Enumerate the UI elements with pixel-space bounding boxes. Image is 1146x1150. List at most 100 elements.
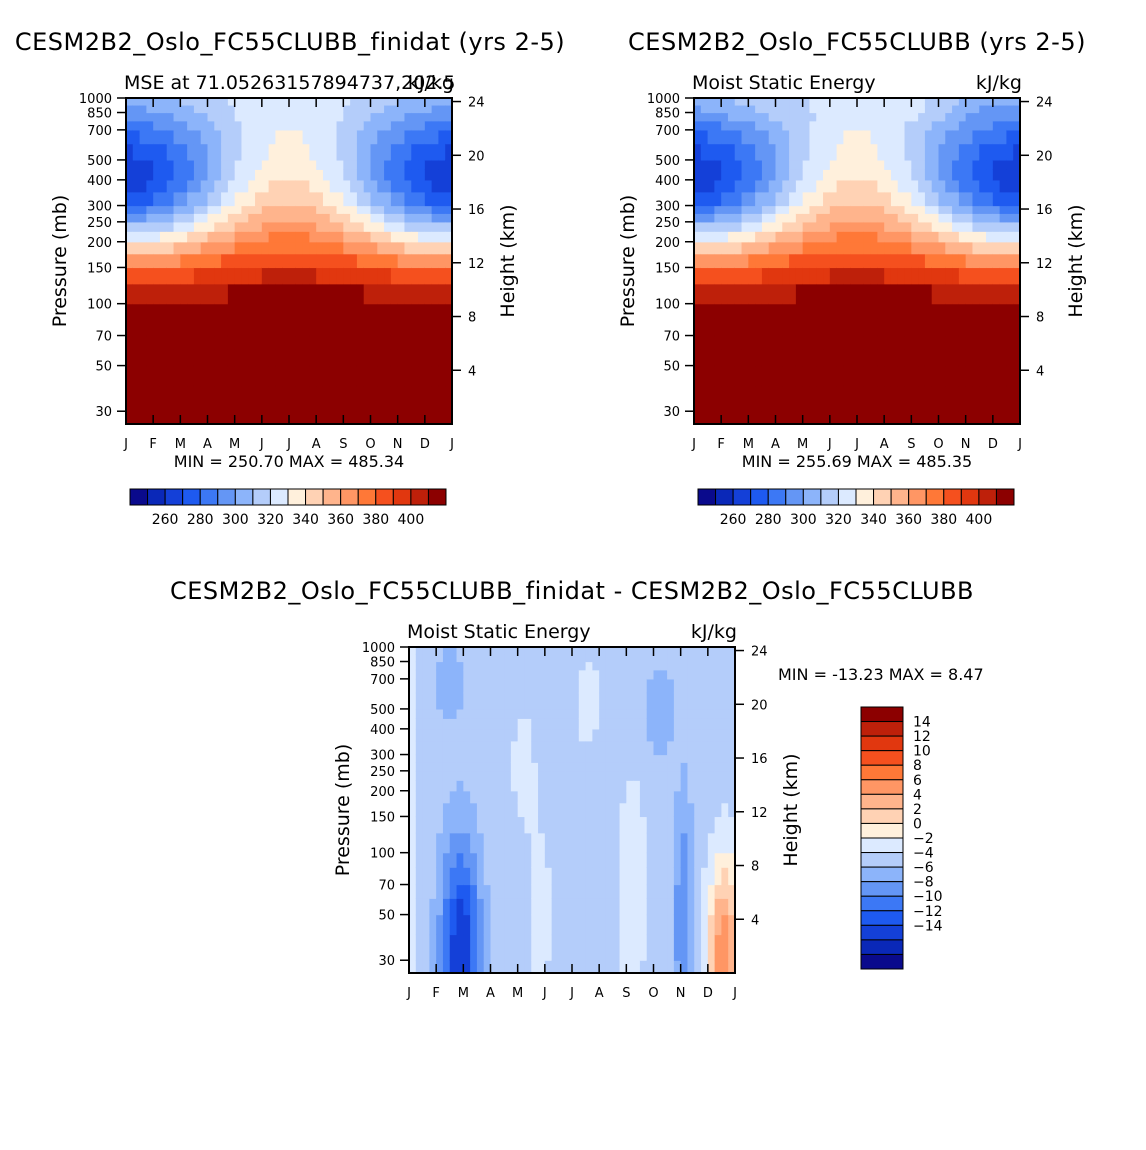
contour-cell <box>397 120 406 131</box>
contour-cell <box>422 770 430 781</box>
contour-cell <box>572 852 580 868</box>
contour-cell <box>356 179 365 193</box>
colorbar-swatch <box>860 721 904 737</box>
contour-cell <box>322 411 331 425</box>
contour-cell <box>877 365 885 387</box>
contour-cell <box>384 241 392 255</box>
contour-cell <box>884 191 892 207</box>
contour-cell <box>761 213 770 223</box>
contour-cell <box>639 669 648 680</box>
contour-cell <box>924 104 933 114</box>
contour-cell <box>139 385 147 412</box>
contour-cell <box>153 221 161 232</box>
contour-cell <box>329 231 338 243</box>
contour-cell <box>531 740 539 756</box>
contour-cell <box>302 98 310 106</box>
contour-cell <box>727 104 736 114</box>
contour-cell <box>768 179 777 193</box>
contour-cell <box>517 852 526 868</box>
contour-cell <box>531 802 539 818</box>
contour-cell <box>429 884 437 899</box>
contour-cell <box>667 934 675 961</box>
colorbar-label: 360 <box>327 512 354 528</box>
contour-cell <box>592 661 600 671</box>
contour-cell <box>470 708 478 719</box>
contour-cell <box>938 241 946 255</box>
contour-cell <box>592 669 600 680</box>
contour-cell <box>531 718 539 730</box>
contour-cell <box>673 816 682 834</box>
contour-cell <box>363 169 372 181</box>
contour-cell <box>159 129 168 145</box>
contour-cell <box>992 349 1001 367</box>
contour-cell <box>497 647 505 655</box>
contour-cell <box>200 411 209 425</box>
contour-cell <box>483 678 492 694</box>
contour-cell <box>558 780 566 792</box>
colorbar-label: 300 <box>790 512 817 528</box>
contour-cell <box>721 112 729 122</box>
contour-cell <box>592 934 600 961</box>
contour-cell <box>390 169 399 181</box>
contour-cell <box>415 790 424 804</box>
contour-cell <box>497 832 505 854</box>
contour-cell <box>139 104 147 114</box>
contour-cell <box>653 653 661 663</box>
contour-cell <box>565 914 573 936</box>
contour-cell <box>544 852 553 868</box>
contour-cell <box>972 143 980 161</box>
contour-cell <box>673 728 682 742</box>
contour-cell <box>986 283 994 305</box>
contour-cell <box>755 169 763 181</box>
contour-cell <box>639 790 648 804</box>
contour-cell <box>829 129 838 145</box>
contour-cell <box>979 253 987 269</box>
contour-cell <box>857 411 865 425</box>
contour-cell <box>329 104 338 114</box>
contour-cell <box>524 852 532 868</box>
y-axis-label: Pressure (mb) <box>49 195 71 328</box>
contour-cell <box>255 143 263 161</box>
contour-cell <box>884 283 892 305</box>
contour-cell <box>721 669 729 680</box>
contour-cell <box>802 104 811 114</box>
contour-cell <box>424 253 433 269</box>
panel-control: CESM2B2_Oslo_FC55CLUBB (yrs 2-5)Moist St… <box>617 28 1087 471</box>
contour-cell <box>255 283 263 305</box>
contour-cell <box>146 169 154 181</box>
contour-cell <box>166 349 175 367</box>
contour-cell <box>1013 98 1021 106</box>
contour-cell <box>952 411 960 425</box>
contour-cell <box>418 205 426 214</box>
contour-cell <box>139 213 147 223</box>
contour-cell <box>694 661 702 671</box>
contour-cell <box>544 661 553 671</box>
chart-units: kJ/kg <box>408 72 454 94</box>
contour-cell <box>945 365 953 387</box>
contour-cell <box>207 253 215 269</box>
contour-cell <box>377 104 385 114</box>
contour-cell <box>350 169 358 181</box>
contour-cell <box>694 708 702 719</box>
contour-cell <box>823 411 831 425</box>
chart-subtitle: Moist Static Energy <box>692 72 876 94</box>
contour-cell <box>633 960 641 974</box>
contour-cell <box>884 143 892 161</box>
contour-cell <box>139 179 147 193</box>
contour-cell <box>653 832 661 854</box>
contour-cell <box>248 349 256 367</box>
contour-cell <box>309 159 317 170</box>
contour-cell <box>558 762 566 772</box>
contour-cell <box>544 708 553 719</box>
contour-cell <box>370 385 378 412</box>
contour-cell <box>755 213 763 223</box>
contour-cell <box>870 411 878 425</box>
contour-cell <box>463 790 471 804</box>
contour-cell <box>795 129 804 145</box>
contour-cell <box>558 790 566 804</box>
contour-cell <box>227 267 236 285</box>
contour-cell <box>531 678 539 694</box>
contour-cell <box>572 653 580 663</box>
contour-cell <box>565 934 573 961</box>
contour-cell <box>999 104 1008 114</box>
